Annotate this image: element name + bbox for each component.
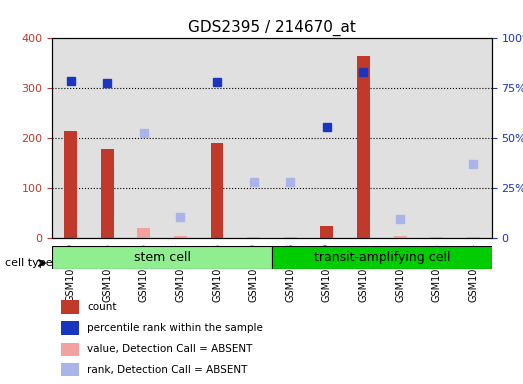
Text: percentile rank within the sample: percentile rank within the sample (87, 323, 263, 333)
Bar (467, 237, 480, 238)
Title: GDS2395 / 214670_at: GDS2395 / 214670_at (188, 20, 356, 36)
FancyBboxPatch shape (272, 246, 492, 269)
Text: transit-amplifying cell: transit-amplifying cell (314, 251, 450, 264)
Bar (61, 363, 78, 376)
Text: cell type: cell type (5, 258, 53, 268)
Text: rank, Detection Call = ABSENT: rank, Detection Call = ABSENT (87, 364, 248, 374)
Bar (321, 226, 333, 238)
Bar (357, 56, 370, 238)
Text: stem cell: stem cell (134, 251, 190, 264)
Bar (61, 343, 78, 356)
Text: count: count (87, 302, 117, 312)
Bar (174, 235, 187, 238)
Bar (61, 300, 78, 314)
Bar (394, 235, 406, 238)
Bar (284, 237, 297, 238)
FancyBboxPatch shape (52, 246, 272, 269)
Bar (101, 149, 113, 238)
Bar (247, 237, 260, 238)
Bar (138, 228, 150, 238)
Text: value, Detection Call = ABSENT: value, Detection Call = ABSENT (87, 344, 253, 354)
Bar (211, 143, 223, 238)
Bar (61, 321, 78, 335)
Bar (64, 131, 77, 238)
Bar (430, 237, 443, 238)
